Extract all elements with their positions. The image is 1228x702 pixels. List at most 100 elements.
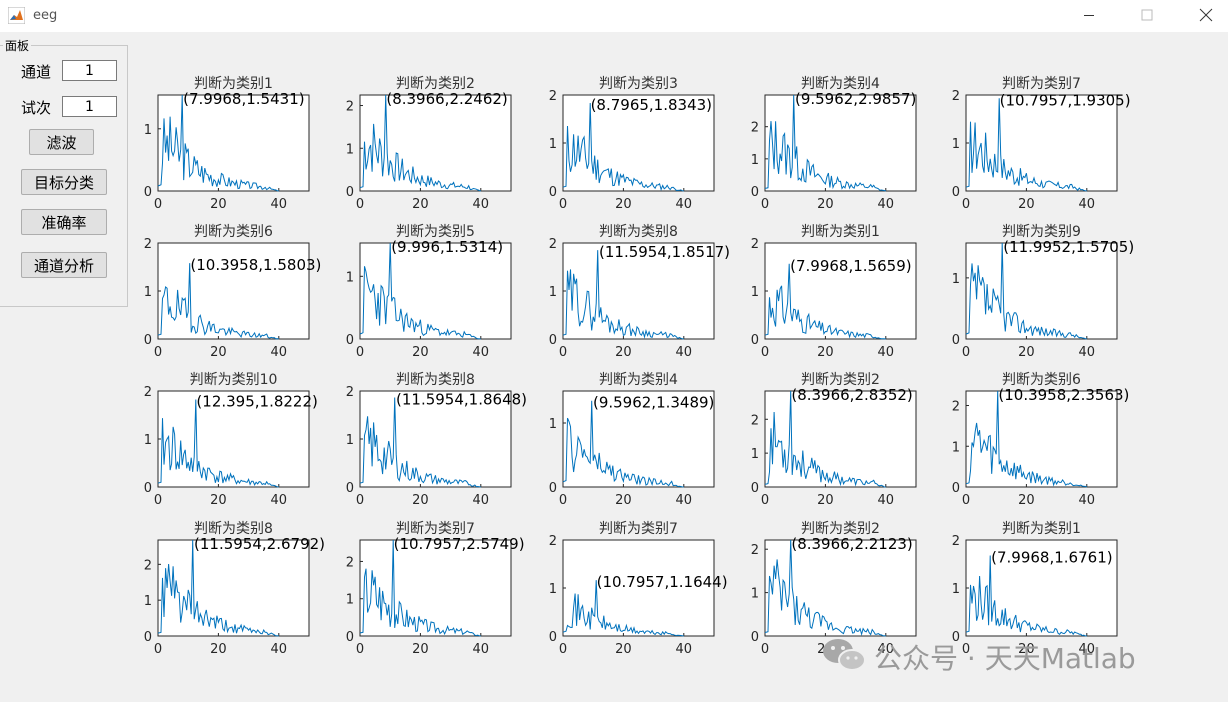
x-tick-label: 20 — [210, 345, 227, 360]
watermark: 公众号 · 天天Matlab — [820, 635, 1136, 675]
plot-area — [764, 390, 917, 488]
series-line — [562, 250, 684, 340]
plot-area — [157, 242, 310, 340]
accuracy-button[interactable]: 准确率 — [21, 209, 107, 235]
chart-title: 判断为类别8 — [194, 521, 273, 537]
y-tick-label: 0 — [144, 185, 152, 200]
x-tick-label: 0 — [559, 493, 567, 508]
channel-analysis-button[interactable]: 通道分析 — [21, 252, 107, 278]
y-tick-label: 1 — [549, 417, 557, 432]
x-tick-label: 40 — [676, 493, 693, 508]
chart-title: 判断为类别4 — [599, 372, 678, 388]
chart-5: 判断为类别7 0 20 40 0 1 2 (10.7957,1.9305) — [952, 76, 1131, 212]
x-tick-label: 20 — [615, 642, 632, 657]
close-button[interactable] — [1182, 0, 1228, 32]
y-tick-label: 1 — [751, 153, 759, 168]
maximize-button[interactable] — [1124, 0, 1170, 32]
x-tick-label: 20 — [615, 493, 632, 508]
x-tick-label: 40 — [878, 197, 895, 212]
chart-title: 判断为类别2 — [801, 521, 880, 537]
y-tick-label: 0 — [346, 630, 354, 645]
minimize-icon — [1084, 15, 1094, 16]
x-tick-label: 20 — [412, 345, 429, 360]
y-tick-label: 0 — [144, 333, 152, 348]
x-tick-label: 0 — [154, 642, 162, 657]
x-tick-label: 20 — [1018, 345, 1035, 360]
x-tick-label: 0 — [154, 345, 162, 360]
y-tick-label: 1 — [346, 142, 354, 157]
peak-label: (9.5962,1.3489) — [593, 394, 714, 412]
x-tick-label: 20 — [210, 197, 227, 212]
wechat-icon — [823, 639, 866, 671]
chart-2: 判断为类别2 0 20 40 0 1 2 (8.3966,2.2462) — [346, 76, 512, 212]
y-tick-label: 1 — [549, 582, 557, 597]
x-tick-label: 40 — [473, 345, 490, 360]
x-tick-label: 40 — [676, 345, 693, 360]
y-tick-label: 1 — [346, 593, 354, 608]
y-tick-label: 2 — [751, 121, 759, 136]
plot-area — [965, 242, 1118, 340]
y-tick-label: 2 — [751, 413, 759, 428]
filter-button[interactable]: 滤波 — [29, 129, 94, 155]
y-tick-label: 1 — [144, 433, 152, 448]
chart-10: 判断为类别9 0 20 40 0 1 (11.9952,1.5705) — [952, 224, 1135, 360]
y-tick-label: 1 — [144, 285, 152, 300]
x-tick-label: 40 — [271, 197, 288, 212]
chart-15: 判断为类别6 0 20 40 0 1 2 (10.3958,2.3563) — [952, 372, 1130, 508]
x-tick-label: 40 — [473, 493, 490, 508]
peak-label: (10.7957,1.9305) — [1000, 91, 1131, 109]
peak-label: (10.3958,1.5803) — [190, 256, 321, 274]
y-tick-label: 0 — [144, 481, 152, 496]
chart-17: 判断为类别7 0 20 40 0 1 2 (10.7957,2.5749) — [346, 521, 525, 657]
plot-area — [965, 94, 1118, 192]
y-tick-label: 1 — [346, 433, 354, 448]
y-tick-label: 2 — [751, 237, 759, 252]
chart-title: 判断为类别4 — [801, 76, 880, 92]
series-line — [157, 263, 279, 340]
peak-label: (11.5954,1.8517) — [599, 243, 730, 261]
x-tick-label: 20 — [1018, 197, 1035, 212]
chart-title: 判断为类别1 — [801, 224, 880, 240]
x-tick-label: 20 — [817, 493, 834, 508]
plot-area — [562, 539, 715, 637]
chart-14: 判断为类别2 0 20 40 0 1 2 (8.3966,2.8352) — [751, 372, 917, 508]
series-line — [359, 94, 481, 192]
y-tick-label: 1 — [346, 270, 354, 285]
peak-label: (9.5962,2.9857) — [795, 90, 916, 108]
chart-title: 判断为类别1 — [1002, 521, 1081, 537]
y-tick-label: 0 — [952, 630, 960, 645]
y-tick-label: 0 — [346, 185, 354, 200]
chart-4: 判断为类别4 0 20 40 0 1 2 (9.5962,2.9857) — [751, 76, 917, 212]
series-line — [359, 242, 481, 340]
chart-6: 判断为类别6 0 20 40 0 1 2 (10.3958,1.5803) — [144, 224, 322, 360]
peak-label: (8.7965,1.8343) — [591, 96, 712, 114]
chart-title: 判断为类别2 — [396, 76, 475, 92]
x-tick-label: 40 — [473, 197, 490, 212]
x-tick-label: 0 — [761, 345, 769, 360]
trial-input[interactable] — [62, 96, 117, 117]
y-tick-label: 0 — [346, 481, 354, 496]
y-tick-label: 2 — [952, 400, 960, 415]
channel-input[interactable] — [62, 60, 117, 81]
y-tick-label: 1 — [952, 137, 960, 152]
chart-18: 判断为类别7 0 20 40 0 1 2 (10.7957,1.1644) — [549, 521, 728, 657]
series-line — [562, 580, 684, 637]
title-bar: eeg — [0, 0, 1228, 32]
chart-title: 判断为类别7 — [1002, 76, 1081, 92]
peak-label: (9.996,1.5314) — [391, 238, 503, 256]
plot-area — [359, 539, 512, 637]
peak-label: (10.7957,2.5749) — [394, 535, 525, 553]
y-tick-label: 2 — [549, 89, 557, 104]
minimize-button[interactable] — [1066, 0, 1112, 32]
x-tick-label: 0 — [356, 197, 364, 212]
y-tick-label: 2 — [346, 555, 354, 570]
classify-button[interactable]: 目标分类 — [21, 169, 107, 195]
chart-title: 判断为类别3 — [599, 76, 678, 92]
y-tick-label: 0 — [549, 333, 557, 348]
y-tick-label: 0 — [549, 630, 557, 645]
series-line — [764, 390, 886, 488]
y-tick-label: 0 — [952, 481, 960, 496]
y-tick-label: 1 — [952, 272, 960, 287]
chart-title: 判断为类别2 — [801, 372, 880, 388]
